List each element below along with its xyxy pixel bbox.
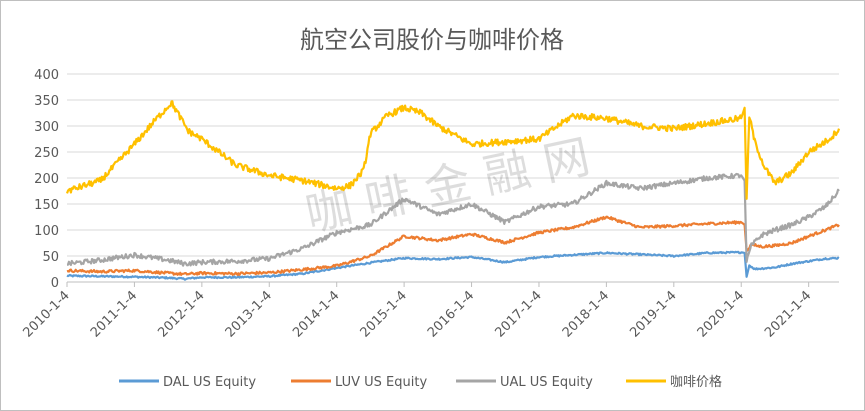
series-lines [65, 100, 841, 281]
gridlines [67, 73, 839, 283]
y-tick-label: 400 [34, 68, 59, 83]
chart-title: 航空公司股价与咖啡价格 [300, 26, 564, 54]
y-tick-label: 150 [34, 198, 59, 213]
series-line [66, 172, 840, 267]
y-tick-label: 250 [34, 146, 59, 161]
legend-label: DAL US Equity [163, 375, 256, 390]
legend-label: 咖啡价格 [670, 374, 722, 390]
y-tick-label: 0 [51, 276, 59, 291]
y-tick-label: 300 [34, 120, 59, 135]
legend: DAL US Equity LUV US Equity UAL US Equity 咖… [119, 374, 722, 390]
x-tick-label: 2020-1-4 [695, 288, 747, 340]
x-tick-label: 2011-1-4 [88, 288, 140, 340]
x-tick-label: 2019-1-4 [627, 288, 679, 340]
y-tick-label: 100 [34, 224, 59, 239]
x-tick-label: 2010-1-4 [20, 288, 72, 340]
x-tick-label: 2016-1-4 [425, 288, 477, 340]
x-tick-label: 2012-1-4 [155, 288, 207, 340]
x-axis: 2010-1-4 2011-1-4 2012-1-4 2013-1-4 2014-1-4… [20, 282, 814, 341]
legend-label: UAL US Equity [500, 375, 593, 390]
y-tick-label: 350 [34, 94, 59, 109]
x-tick-label: 2018-1-4 [560, 288, 612, 340]
x-tick-label: 2015-1-4 [358, 288, 410, 340]
series-line [66, 215, 840, 276]
x-tick-label: 2014-1-4 [290, 288, 342, 340]
series-line [65, 100, 841, 200]
y-axis: 0 50 100 150 200 250 300 350 400 [34, 68, 59, 291]
x-tick-label: 2017-1-4 [492, 288, 544, 340]
series-line [66, 250, 840, 281]
x-tick-label: 2021-1-4 [762, 288, 814, 340]
y-tick-label: 50 [42, 250, 59, 265]
x-tick-label: 2013-1-4 [223, 288, 275, 340]
y-tick-label: 200 [34, 172, 59, 187]
legend-label: LUV US Equity [335, 375, 427, 390]
